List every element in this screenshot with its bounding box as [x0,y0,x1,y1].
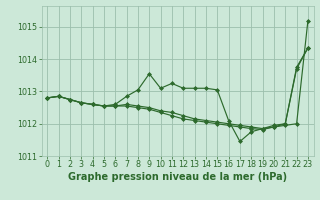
X-axis label: Graphe pression niveau de la mer (hPa): Graphe pression niveau de la mer (hPa) [68,172,287,182]
